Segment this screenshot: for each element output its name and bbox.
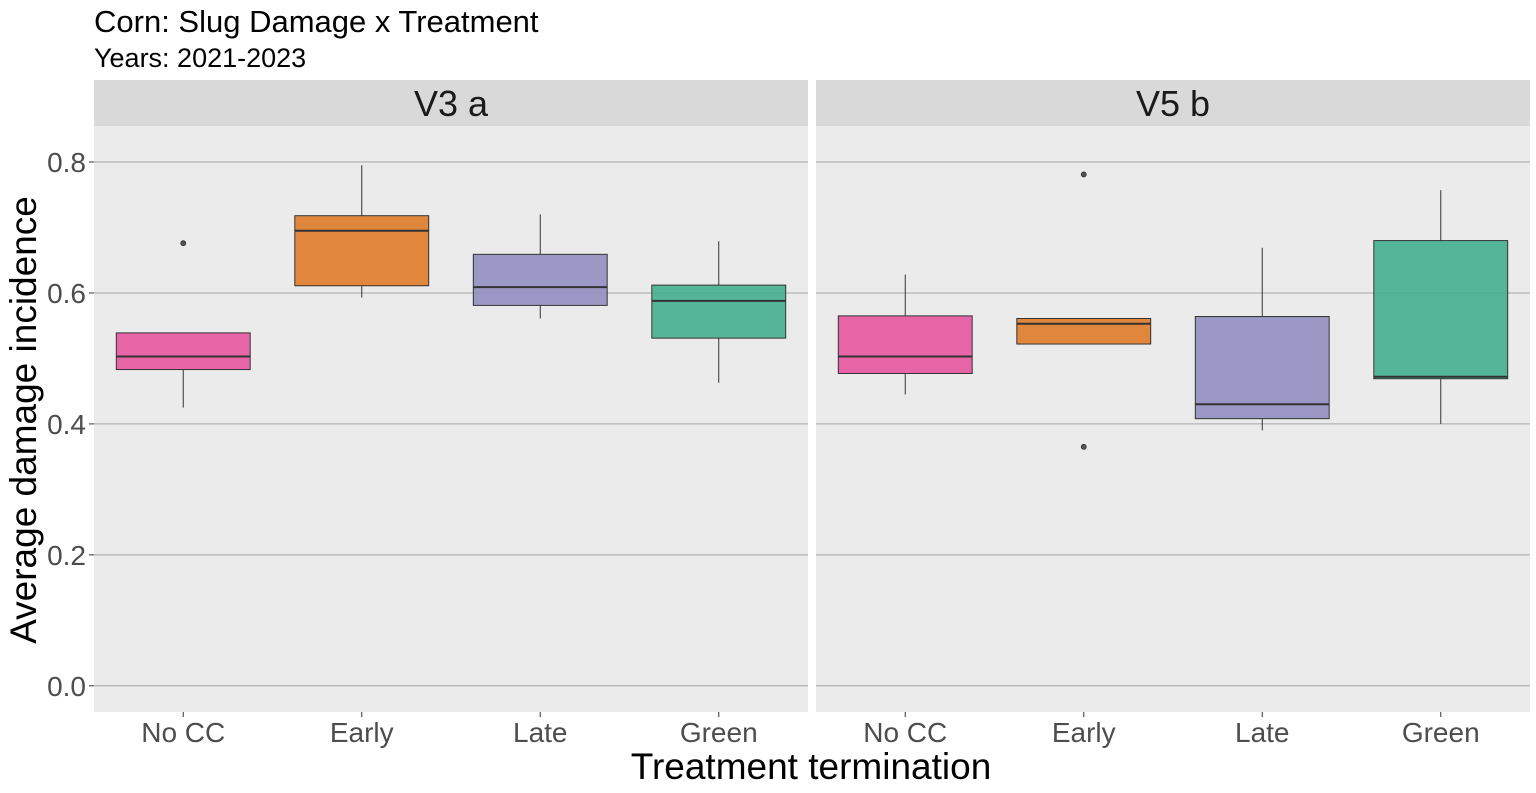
- y-axis: 0.0 0.2 0.4 0.6 0.8: [47, 147, 94, 702]
- boxplot-early: [294, 165, 430, 298]
- box: [837, 315, 973, 374]
- boxplot-late: [472, 214, 608, 319]
- facet-strip-label: V5 b: [1136, 83, 1210, 124]
- y-tick-label: 0.0: [47, 671, 86, 702]
- boxplot-early: [1016, 171, 1152, 450]
- box: [1194, 316, 1330, 420]
- x-tick-label: Early: [1052, 717, 1116, 748]
- y-tick-label: 0.8: [47, 147, 86, 178]
- y-tick-label: 0.2: [47, 540, 86, 571]
- facet-panels: V3 a No CC Early Late Green V5 b No CC Early Lat…: [94, 80, 1530, 748]
- box: [294, 215, 430, 287]
- chart-title: Corn: Slug Damage x Treatment: [94, 4, 539, 39]
- boxplot-no-cc: [115, 240, 251, 408]
- x-tick-label: Late: [513, 717, 568, 748]
- boxplot-no-cc: [837, 274, 973, 395]
- y-tick-label: 0.6: [47, 278, 86, 309]
- x-tick-label: Green: [1402, 717, 1480, 748]
- box: [1373, 240, 1509, 380]
- y-tick-label: 0.4: [47, 409, 86, 440]
- facet-strip: [816, 80, 1530, 126]
- panel-background: [94, 126, 808, 712]
- x-axis-title: Treatment termination: [631, 746, 992, 787]
- facet-strip-label: V3 a: [414, 83, 489, 124]
- facet-panel: V3 a No CC Early Late Green: [94, 80, 808, 748]
- facet-strip: [94, 80, 808, 126]
- outlier-point: [1080, 171, 1087, 178]
- box: [651, 284, 787, 339]
- x-tick-label: Late: [1235, 717, 1290, 748]
- panel-background: [816, 126, 1530, 712]
- facet-panel: V5 b No CC Early Late Green: [816, 80, 1530, 748]
- boxplot-green: [651, 241, 787, 383]
- x-tick-label: Early: [330, 717, 394, 748]
- box: [115, 332, 251, 371]
- outlier-point: [1080, 443, 1087, 450]
- box: [472, 253, 608, 306]
- outlier-point: [180, 240, 187, 247]
- x-tick-label: No CC: [141, 717, 225, 748]
- y-axis-title: Average damage incidence: [3, 196, 44, 644]
- x-tick-label: Green: [680, 717, 758, 748]
- boxplot-green: [1373, 190, 1509, 424]
- chart-subtitle: Years: 2021-2023: [94, 43, 306, 73]
- box: [1016, 317, 1152, 345]
- boxplot-late: [1194, 247, 1330, 431]
- x-tick-label: No CC: [863, 717, 947, 748]
